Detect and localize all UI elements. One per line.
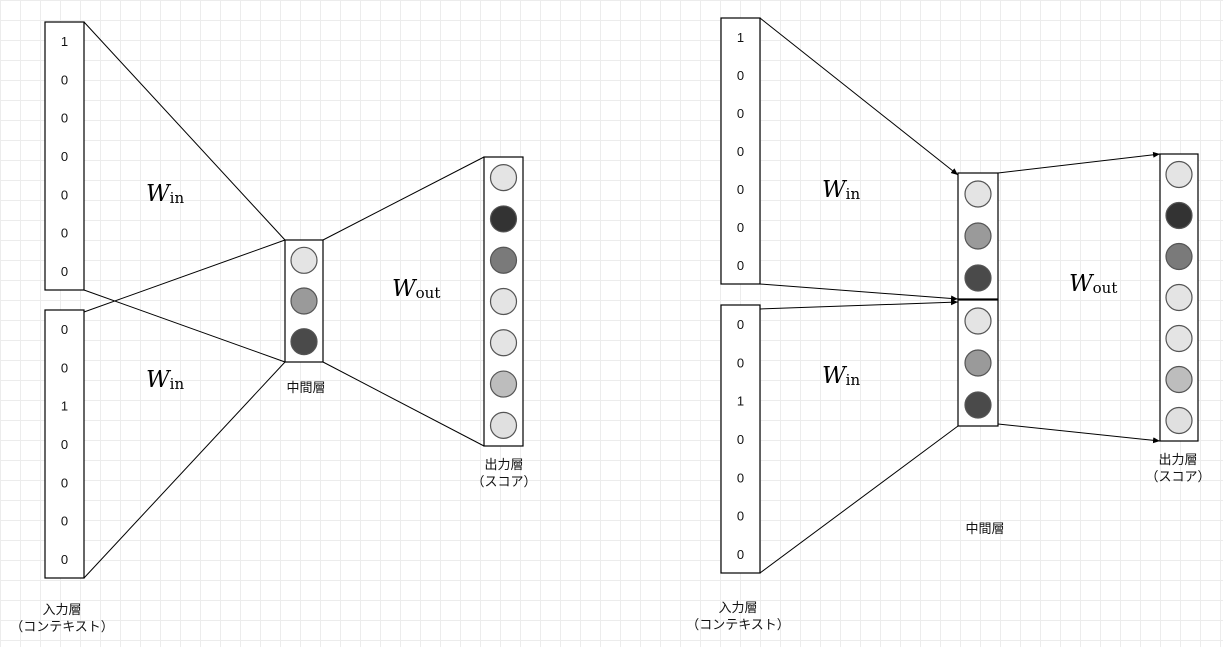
w-in-bottom-1: Win bbox=[146, 367, 185, 393]
output-layer-title-2: 出力層 bbox=[1158, 453, 1198, 468]
output-layer-label-2: 出力層 （スコア） bbox=[1138, 452, 1218, 486]
input-layer-subtitle-2: （コンテキスト） bbox=[686, 618, 790, 633]
edge-in2-top bbox=[83, 239, 286, 313]
edge-in1-bottom bbox=[83, 289, 286, 363]
hidden-layer-2b-unit bbox=[964, 391, 992, 419]
hidden-layer-2a-unit bbox=[964, 180, 992, 208]
input-vector-1b-value: 0 bbox=[61, 552, 68, 567]
edge2-in2-bottom bbox=[759, 425, 959, 574]
edge2-in1-bottom bbox=[759, 283, 959, 302]
w-in-top-2: Win bbox=[822, 177, 861, 203]
hidden-layer-2b-unit bbox=[964, 307, 992, 335]
output-layer-2-unit bbox=[1165, 242, 1193, 271]
input-vector-2a-value: 0 bbox=[737, 182, 744, 197]
edge-out-bottom bbox=[322, 361, 485, 447]
w-out-2: Wout bbox=[1069, 271, 1118, 297]
input-vector-1b-value: 1 bbox=[61, 399, 68, 414]
input-vector-2b-value: 0 bbox=[737, 355, 744, 370]
output-layer-1-unit bbox=[489, 329, 518, 357]
input-vector-1a-value: 0 bbox=[61, 264, 68, 279]
input-vector-1a-value: 0 bbox=[61, 111, 68, 126]
hidden-layer-2a-unit bbox=[964, 264, 992, 292]
input-vector-1a bbox=[44, 21, 85, 291]
edge-in1-top bbox=[83, 21, 286, 241]
edge2-out-top bbox=[997, 151, 1161, 174]
input-layer-title-2: 入力層 bbox=[718, 601, 758, 616]
input-vector-2b bbox=[720, 304, 761, 574]
hidden-layer-1-unit bbox=[290, 287, 318, 315]
hidden-layer-label-2: 中間層 bbox=[965, 522, 1005, 537]
edge2-in1-top bbox=[759, 17, 959, 176]
hidden-layer-2b-unit bbox=[964, 349, 992, 377]
input-vector-1b bbox=[44, 309, 85, 579]
input-vector-1b-value: 0 bbox=[61, 514, 68, 529]
input-vector-2b-value: 0 bbox=[737, 509, 744, 524]
w-in-bottom-2: Win bbox=[822, 363, 861, 389]
input-vector-1a-value: 1 bbox=[61, 34, 68, 49]
edge2-out-bottom bbox=[997, 423, 1161, 444]
input-vector-2a-value: 0 bbox=[737, 220, 744, 235]
output-layer-label-1: 出力層 （スコア） bbox=[464, 457, 544, 491]
output-layer-2-unit bbox=[1165, 160, 1193, 189]
hidden-layer-2a-unit bbox=[964, 222, 992, 250]
input-vector-2a-value: 1 bbox=[737, 30, 744, 45]
input-vector-2b-value: 0 bbox=[737, 470, 744, 485]
input-vector-1a-value: 0 bbox=[61, 72, 68, 87]
input-vector-2a-value: 0 bbox=[737, 106, 744, 121]
input-vector-2a bbox=[720, 17, 761, 285]
input-layer-subtitle-1: （コンテキスト） bbox=[10, 620, 114, 635]
input-layer-label-2: 入力層 （コンテキスト） bbox=[676, 600, 800, 634]
output-layer-subtitle-2: （スコア） bbox=[1145, 470, 1211, 485]
input-vector-1a-value: 0 bbox=[61, 226, 68, 241]
w-out-1: Wout bbox=[392, 276, 441, 302]
input-vector-1a-value: 0 bbox=[61, 187, 68, 202]
output-layer-1-unit bbox=[489, 164, 518, 192]
output-layer-2-unit bbox=[1165, 283, 1193, 312]
hidden-layer-1-unit bbox=[290, 246, 318, 274]
output-layer-1-unit bbox=[489, 246, 518, 274]
output-layer-2-unit bbox=[1165, 365, 1193, 394]
input-vector-2a-value: 0 bbox=[737, 258, 744, 273]
output-layer-2-unit bbox=[1165, 201, 1193, 230]
input-vector-2b-value: 1 bbox=[737, 394, 744, 409]
output-layer-1-unit bbox=[489, 287, 518, 316]
input-vector-1b-value: 0 bbox=[61, 475, 68, 490]
output-layer-2-unit bbox=[1165, 406, 1193, 435]
edge2-in2-top bbox=[759, 299, 959, 310]
output-layer-title-1: 出力層 bbox=[484, 458, 524, 473]
input-vector-2a-value: 0 bbox=[737, 144, 744, 159]
output-layer-2-unit bbox=[1165, 324, 1193, 353]
input-vector-1b-value: 0 bbox=[61, 360, 68, 375]
w-in-top-1: Win bbox=[146, 181, 185, 207]
output-layer-subtitle-1: （スコア） bbox=[471, 475, 537, 490]
input-vector-1a-value: 0 bbox=[61, 149, 68, 164]
input-vector-2a-value: 0 bbox=[737, 68, 744, 83]
edge-in2-bottom bbox=[83, 361, 286, 579]
hidden-layer-1-unit bbox=[290, 328, 318, 356]
output-layer-1-unit bbox=[489, 411, 518, 439]
output-layer-1-unit bbox=[489, 205, 518, 233]
input-layer-title-1: 入力層 bbox=[42, 603, 82, 618]
hidden-layer-label-1: 中間層 bbox=[286, 381, 326, 396]
input-vector-1b-value: 0 bbox=[61, 437, 68, 452]
input-vector-2b-value: 0 bbox=[737, 547, 744, 562]
edge-out-top bbox=[322, 156, 485, 241]
input-vector-2b-value: 0 bbox=[737, 317, 744, 332]
input-layer-label-1: 入力層 （コンテキスト） bbox=[0, 602, 124, 636]
input-vector-1b-value: 0 bbox=[61, 322, 68, 337]
input-vector-2b-value: 0 bbox=[737, 432, 744, 447]
output-layer-1-unit bbox=[489, 370, 518, 398]
